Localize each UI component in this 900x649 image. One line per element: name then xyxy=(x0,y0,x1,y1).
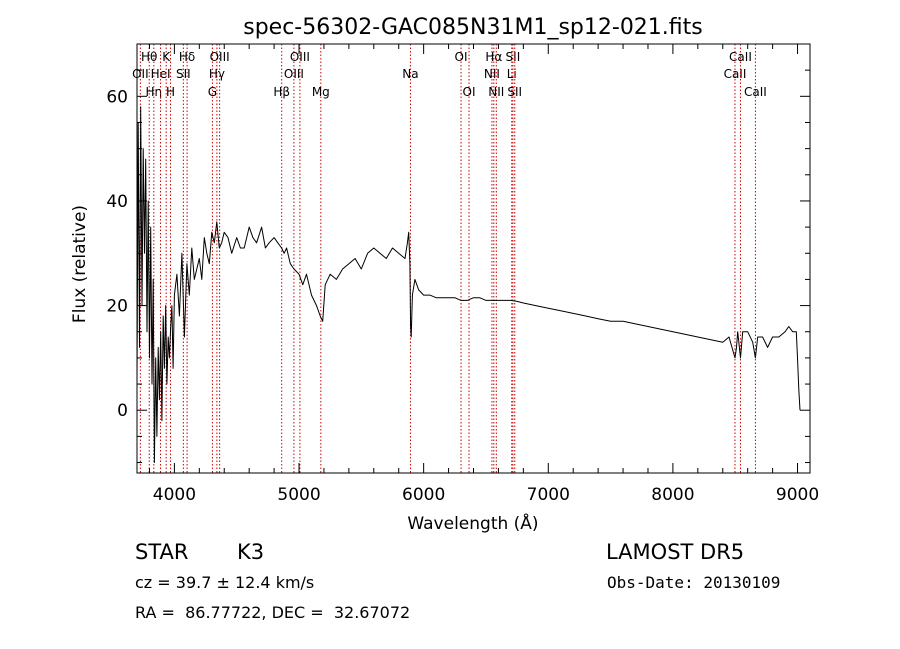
x-tick-label: 8000 xyxy=(651,485,694,505)
chart-title: spec-56302-GAC085N31M1_sp12-021.fits xyxy=(243,15,703,40)
line-marker-label: CaII xyxy=(744,85,767,99)
line-marker-label: OIII xyxy=(210,50,230,64)
line-marker-label: SII xyxy=(506,50,521,64)
line-marker-label: Mg xyxy=(312,85,330,99)
y-tick-label: 60 xyxy=(106,87,128,107)
x-tick-label: 5000 xyxy=(277,485,320,505)
x-axis: 4000 5000 6000 7000 8000 9000 xyxy=(148,44,819,505)
spectrum-line xyxy=(136,106,801,463)
line-marker-label: K xyxy=(162,50,171,64)
x-tick-label: 4000 xyxy=(153,485,196,505)
line-marker-label: HeI xyxy=(151,67,171,81)
line-marker-label: Hβ xyxy=(273,85,290,99)
y-tick-label: 40 xyxy=(106,192,128,212)
line-marker-label: NII xyxy=(488,85,504,99)
line-marker-label: Hδ xyxy=(179,50,195,64)
object-class: STAR xyxy=(135,540,189,564)
object-subclass: K3 xyxy=(237,540,265,564)
line-marker-label: Na xyxy=(402,67,418,81)
coordinates: RA = 86.77722, DEC = 32.67072 xyxy=(135,603,411,622)
spectral-line-markers: OIIHθHηHeIKHSIIHδGHγOIIIHβOIIIOIIIMgNaOI… xyxy=(132,44,767,473)
line-marker-label: Hγ xyxy=(209,67,225,81)
line-marker-label: Hθ xyxy=(141,50,157,64)
y-tick-label: 0 xyxy=(117,401,128,421)
line-marker-label: H xyxy=(166,85,175,99)
line-marker-label: Hη xyxy=(146,85,163,99)
line-marker-label: OIII xyxy=(290,50,310,64)
y-tick-label: 20 xyxy=(106,297,128,317)
y-axis-label: Flux (relative) xyxy=(70,205,90,323)
y-axis: 0 20 40 60 xyxy=(106,43,810,464)
x-tick-label: 6000 xyxy=(402,485,445,505)
x-tick-label: 7000 xyxy=(527,485,570,505)
line-marker-label: OI xyxy=(463,85,476,99)
plot-frame xyxy=(136,43,811,474)
line-marker-label: CaII xyxy=(729,50,752,64)
line-marker-label: SII xyxy=(507,85,522,99)
line-marker-label: SII xyxy=(176,67,191,81)
survey-name: LAMOST DR5 xyxy=(606,540,745,564)
spectrum-series xyxy=(136,106,801,463)
x-tick-label: 9000 xyxy=(776,485,819,505)
line-marker-label: G xyxy=(208,85,217,99)
x-axis-label: Wavelength (Å) xyxy=(407,512,538,534)
line-marker-label: OIII xyxy=(284,67,304,81)
observation-date: Obs-Date: 20130109 xyxy=(607,573,781,592)
line-marker-label: OII xyxy=(132,67,149,81)
line-marker-label: Hα xyxy=(485,50,502,64)
line-marker-label: Li xyxy=(507,67,517,81)
redshift-velocity: cz = 39.7 ± 12.4 km/s xyxy=(135,573,315,592)
line-marker-label: CaII xyxy=(724,67,747,81)
line-marker-label: NII xyxy=(484,67,500,81)
line-marker-label: OI xyxy=(455,50,468,64)
